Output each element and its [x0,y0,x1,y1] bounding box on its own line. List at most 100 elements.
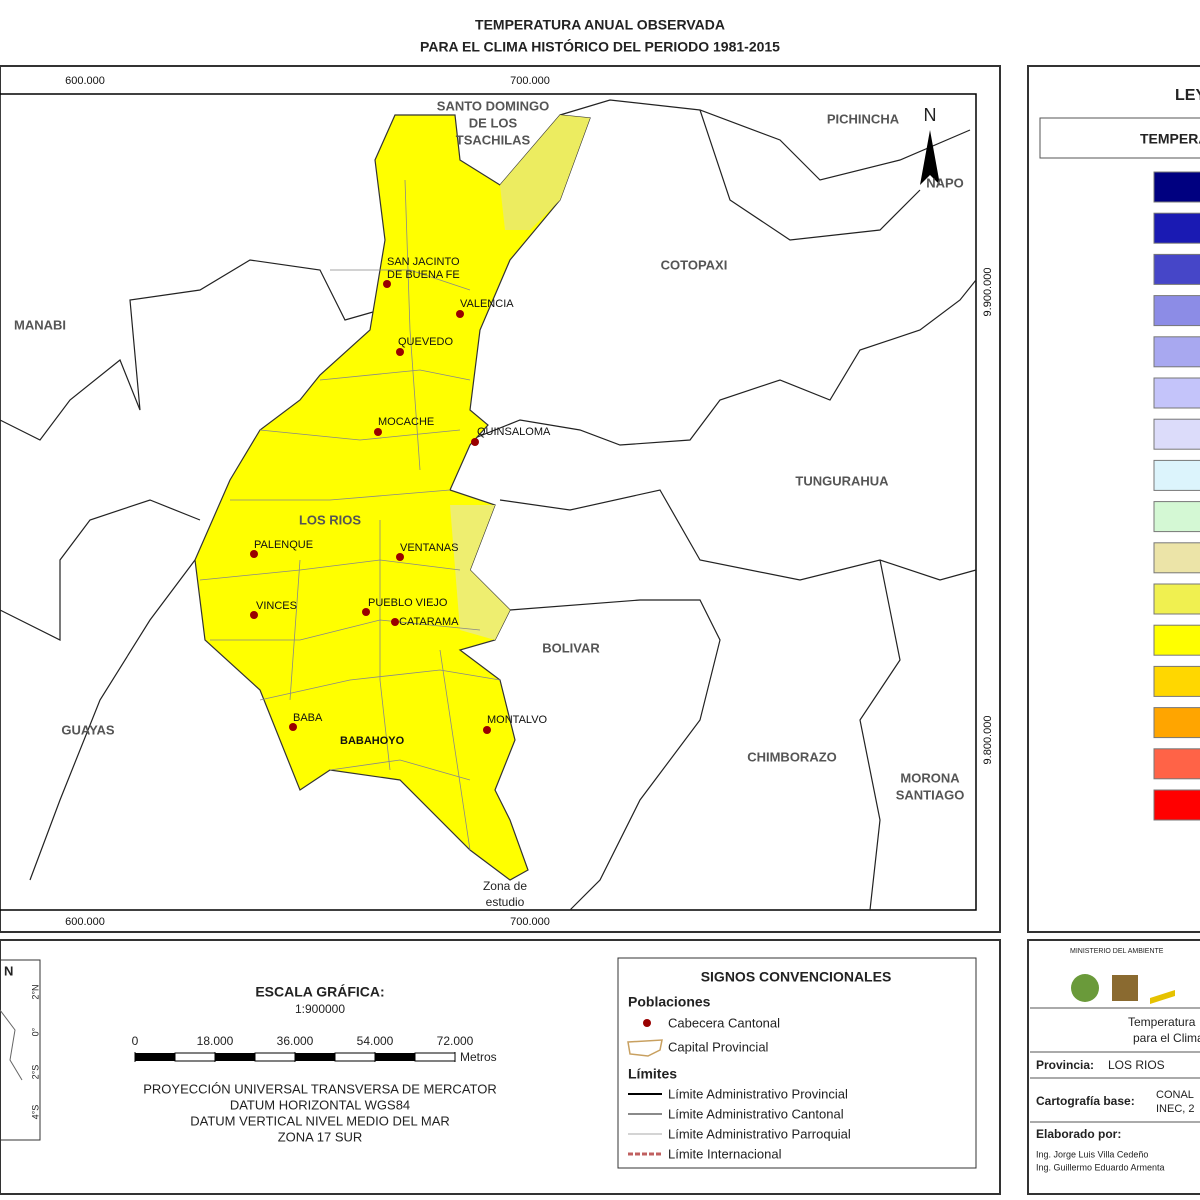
info-frame [1027,939,1200,1195]
symbol-label: Límite Administrativo Cantonal [668,1106,844,1121]
lines [289,179,471,851]
town-label: VALENCIA [460,298,514,310]
info-value: Ing. Guillermo Eduardo Armenta [1036,1162,1165,1172]
north-arrow [920,130,940,185]
symbol-label: Límite Administrativo Provincial [668,1086,848,1101]
province-label: TUNGURAHUA [795,473,889,488]
boundary [469,279,977,446]
province-label: NAPO [926,175,964,190]
boundary [0,259,381,441]
town-label: BABAHOYO [340,735,405,747]
legend-swatch [1153,707,1200,739]
legend-swatch [1153,418,1200,450]
projection-line: DATUM HORIZONTAL WGS84 [230,1097,410,1112]
logo-shield [1112,975,1138,1001]
scale-segment [215,1053,255,1061]
ministry-label: MINISTERIO DEL AMBIENTE [1070,948,1164,955]
projection-line: PROYECCIÓN UNIVERSAL TRANSVERSA DE MERCA… [143,1081,496,1096]
town-dot [289,723,297,731]
province-label: SANTIAGO [896,787,965,802]
symbols-box [617,957,977,1169]
province-label: MORONA [900,770,960,785]
boundary [499,489,977,581]
legend-swatch [1153,624,1200,656]
projection-line: DATUM VERTICAL NIVEL MEDIO DEL MAR [190,1113,450,1128]
legend-swatch [1153,789,1200,821]
scale-segment [375,1053,415,1061]
grid-label: 700.000 [510,75,550,87]
province-label: DE LOS [469,115,518,130]
symbol-label: Cabecera Cantonal [668,1015,780,1030]
scale-segment [135,1053,175,1061]
legend-swatch [1153,336,1200,368]
info-label: Cartografía base: [1036,1094,1135,1108]
scale-segment [414,1052,456,1062]
lines [199,269,501,781]
scale-bar [134,1052,456,1062]
scale-segment [334,1052,376,1062]
grid-label: 700.000 [510,916,550,928]
inset-label: 0° [30,1027,40,1036]
town-label: QUINSALOMA [477,426,551,438]
town-label: DE BUENA FE [387,269,460,281]
town-label: PUEBLO VIEJO [368,597,448,609]
province-label: SANTO DOMINGO [437,98,549,113]
legend-swatch [1153,501,1200,533]
los-rios-area [194,114,591,881]
inset-label: 2°N [30,984,40,999]
legend-swatch [1153,665,1200,697]
town-label: VINCES [256,600,297,612]
scale-tick-label: 0 [132,1034,139,1048]
town-label: VENTANAS [400,542,458,554]
inset-label: 4°S [30,1105,40,1120]
town-dot [391,618,399,626]
logo-tree [1071,974,1099,1002]
symbol-label: Límite Administrativo Parroquial [668,1126,851,1141]
legend-frame [1027,65,1200,933]
boundary [509,599,721,911]
boundary [559,99,971,181]
symbols-title: SIGNOS CONVENCIONALES [701,969,892,985]
town-label: MONTALVO [487,714,548,726]
legend-swatch [1153,171,1200,203]
province-label: PICHINCHA [827,111,900,126]
inset-label: 2°S [30,1065,40,1080]
province-label: MANABI [14,317,66,332]
town-dot [362,608,370,616]
info-value: CONAL [1156,1089,1194,1101]
province-label: TSACHILAS [456,132,531,147]
info-title: Temperatura [1128,1015,1196,1029]
info-value: Ing. Jorge Luis Villa Cedeño [1036,1149,1148,1159]
town-dot [383,280,391,288]
town-label: CATARAMA [399,616,459,628]
town-dot [396,348,404,356]
symbols-heading: Límites [628,1066,677,1082]
grid-label: 9.800.000 [982,716,994,765]
legend-swatch [1153,212,1200,244]
boundary [0,499,201,641]
grid-label: 600.000 [65,916,105,928]
scale-segment [295,1053,335,1061]
town-label: PALENQUE [254,539,313,551]
scale-tick-label: 72.000 [437,1034,474,1048]
cooler-zone [450,505,510,640]
symbols-heading: Poblaciones [628,994,711,1010]
boundary [699,109,921,241]
scale-ratio: 1:900000 [295,1002,345,1016]
town-label: MOCACHE [378,416,434,428]
legend-swatch [1153,459,1200,491]
boundary [29,559,196,881]
legend-subtitle: TEMPERATURA [1140,131,1200,147]
map-frame [0,65,1001,933]
town-dot [471,438,479,446]
info-label: Provincia: [1036,1058,1094,1072]
town-label: BABA [293,712,323,724]
grid-label: 9.900.000 [982,268,994,317]
scale-title: ESCALA GRÁFICA: [255,984,384,1000]
town-dot [396,553,404,561]
town-label: SAN JACINTO [387,256,460,268]
symbol-label: Límite Internacional [668,1146,782,1161]
north-label: N [924,105,937,125]
province-label: LOS RIOS [299,512,361,527]
title: PARA EL CLIMA HISTÓRICO DEL PERIODO 1981… [420,38,780,55]
